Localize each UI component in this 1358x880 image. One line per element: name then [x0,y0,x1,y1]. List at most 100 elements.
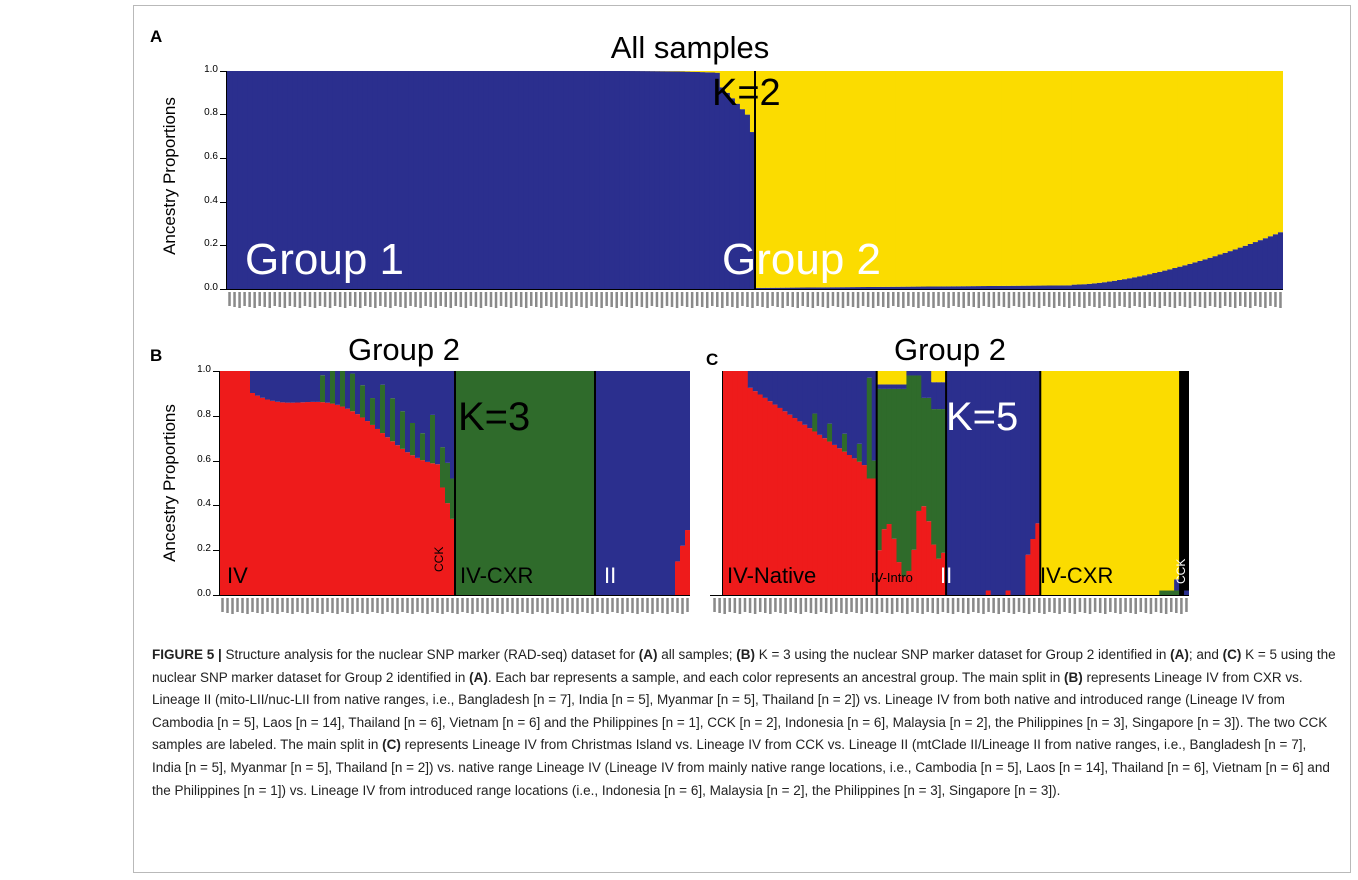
panel-a-sample-label [524,292,528,308]
panel-a-bar-segment [915,286,922,289]
panel-c-sample-label [1093,598,1097,612]
panel-a-bar-segment [765,71,771,288]
panel-a-sample-label [278,292,282,307]
panel-a-bar-segment [1232,71,1239,250]
panel-a-bar-segment [1031,71,1038,286]
panel-a-bar-segment [242,71,248,289]
panel-b-bar-segment [420,433,426,461]
panel-b-sample-label [636,598,639,614]
panel-a-bar-segment [553,71,560,289]
panel-a-bar-segment [905,286,912,289]
panel-a-sample-label [922,292,925,306]
panel-c-bar-segment [1169,371,1175,591]
panel-a-sample-label [424,292,427,306]
panel-a-sample-label [821,292,825,307]
panel-c-bar-segment [911,371,917,376]
panel-a-bar-segment [1122,71,1128,280]
panel-a-bar-segment [981,71,987,287]
panel-a-bar-segment [689,71,696,72]
panel-c-bar-segment [767,371,774,402]
panel-a-bar-segment [619,71,625,289]
panel-a-bar-segment [905,71,912,287]
panel-a-bar-segment [956,286,962,289]
panel-a-sample-label [756,292,759,306]
panel-b-sample-label [311,598,314,612]
panel-a-bar-segment [1222,71,1229,253]
panel-c-sample-label [1088,598,1092,614]
panel-b-sample-label [426,598,429,614]
panel-c-bar-segment [1164,590,1170,595]
panel-c-sample-label [1027,598,1031,614]
panel-c-sample-label [1175,598,1178,613]
panel-c-bar-segment [886,371,893,385]
panel-a-bar-segment [890,286,897,289]
panel-a-bar-segment [362,71,369,289]
panel-a-sample-label [273,292,277,306]
panel-c-sample-label [824,598,828,613]
panel-c-bar-segment [861,465,868,595]
panel-a-sample-label [1274,292,1277,307]
panel-c-bar-segment [737,371,744,595]
panel-c-bar-segment [980,371,987,595]
panel-c-sample-label [758,598,762,612]
panel-b-tickmark [213,416,219,417]
panel-a-bar-segment [790,71,796,288]
panel-c-bar-segment [757,394,764,595]
panel-c-bar-segment [871,371,878,461]
panel-b-sample-label [471,598,474,614]
panel-c-bar-segment [812,413,818,432]
caption-text: ; and [1188,647,1223,662]
panel-b-bar-segment [505,371,511,595]
panel-a-bar-segment [1041,285,1048,289]
panel-a-bar-segment [1152,273,1158,289]
panel-a-sample-label [620,292,623,306]
panel-c-sample-label [916,598,919,613]
panel-c-sample-label [870,598,874,613]
panel-a-sample-label [771,292,774,306]
panel-a-bar-segment [966,286,972,289]
panel-c-bar-segment [797,371,803,422]
panel-a-bar-segment [1272,234,1279,289]
panel-a-bar-segment [689,71,696,289]
panel-b-bar-segment [280,371,286,403]
panel-c-sample-label [880,598,884,612]
panel-a-bar-segment [1011,285,1018,289]
panel-a-bar-segment [674,71,681,289]
panel-b-bar-segment [410,422,416,456]
panel-b-bar-segment [320,371,326,376]
caption-ref: (A) [469,669,488,685]
panel-a-bar-segment [920,286,927,289]
panel-a-bar-segment [543,71,550,289]
panel-a-sample-label [670,292,674,307]
panel-b-bar-segment [380,433,386,595]
panel-b-bar-segment [640,371,646,595]
panel-c-bar-segment [936,382,942,410]
panel-c-sample-label [906,598,909,614]
panel-b-bar-segment [385,371,391,438]
panel-c-divider [945,371,948,595]
panel-letter-b: B [150,346,163,365]
panel-c-bar-segment [1030,371,1036,539]
panel-c-bar-segment [732,371,739,595]
panel-c-bar-segment [1154,371,1160,595]
panel-b-bar-segment [415,457,421,595]
panel-a-bar-segment [1262,238,1269,289]
panel-b-bar-segment [440,371,446,448]
panel-c-bar-segment [990,371,997,595]
panel-a-bar-segment [951,286,957,289]
panel-a-sample-label [404,292,407,308]
panel-a-sample-label [1022,292,1026,308]
panel-a-bar-segment [1096,282,1103,289]
panel-c-bar-segment [1025,371,1031,555]
panel-a-sample-label [610,292,613,307]
panel-b-sample-label [326,598,329,612]
panel-b-bar-segment [405,371,411,453]
panel-a-bar-segment [780,71,786,288]
panel-a-sample-label [615,292,618,308]
panel-a-bar-segment [835,71,842,288]
panel-a-sample-label [1223,292,1227,306]
panel-a-bar-segment [573,71,580,289]
panel-c-bar-segment [1144,371,1150,595]
panel-a-sample-label [308,292,312,307]
panel-a-bar-segment [1081,71,1088,285]
